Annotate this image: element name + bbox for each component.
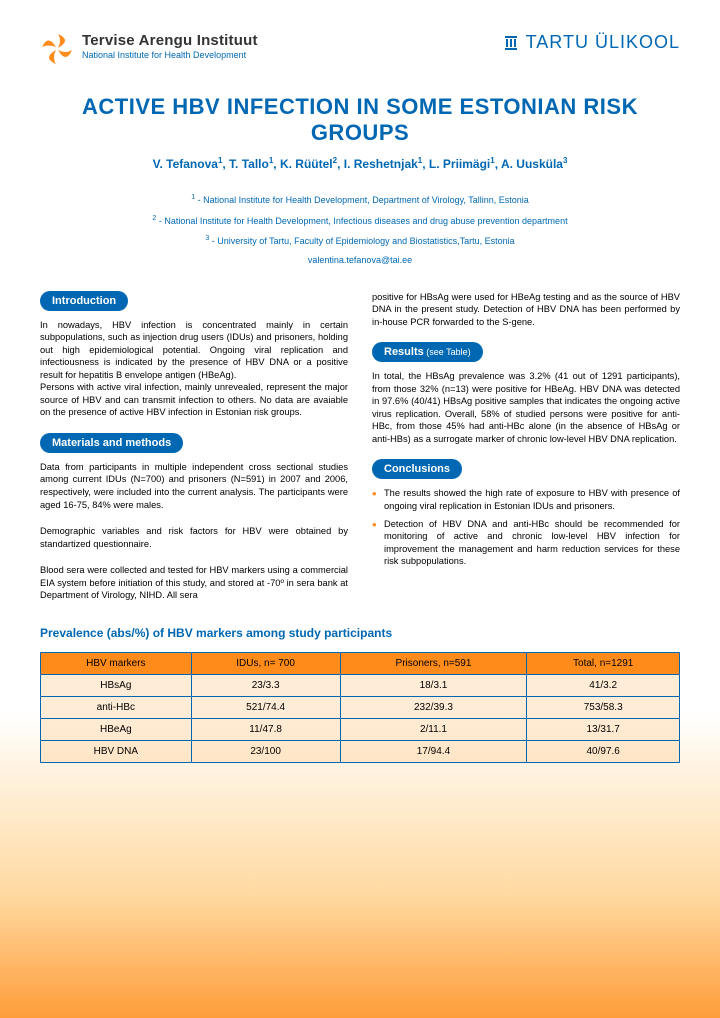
poster-title: ACTIVE HBV INFECTION IN SOME ESTONIAN RI… [40,94,680,146]
affiliation-1: 1 - National Institute for Health Develo… [40,193,680,208]
methods-p2: Demographic variables and risk factors f… [40,525,348,550]
right-column: positive for HBsAg were used for HBeAg t… [372,291,680,602]
results-text: In total, the HBsAg prevalence was 3.2% … [372,370,680,445]
th-0: HBV markers [41,652,192,674]
table-cell: 23/100 [191,740,340,762]
tartu-text: TARTU ÜLIKOOL [526,32,680,53]
th-1: IDUs, n= 700 [191,652,340,674]
table-cell: 41/3.2 [527,674,680,696]
authors: V. Tefanova1, T. Tallo1, K. Rüütel2, I. … [40,156,680,171]
table-cell: HBsAg [41,674,192,696]
conclusions-list: The results showed the high rate of expo… [372,487,680,567]
table-cell: 753/58.3 [527,696,680,718]
nihd-title: Tervise Arengu Instituut [82,32,258,49]
th-2: Prisoners, n=591 [340,652,527,674]
contact-email: valentina.tefanova@tai.ee [40,255,680,265]
table-cell: anti-HBc [41,696,192,718]
table-row: HBeAg11/47.82/11.113/31.7 [41,718,680,740]
table-row: HBV DNA23/10017/94.440/97.6 [41,740,680,762]
table-title: Prevalence (abs/%) of HBV markers among … [40,626,680,640]
affiliation-3: 3 - University of Tartu, Faculty of Epid… [40,234,680,249]
heading-methods: Materials and methods [40,433,183,453]
nihd-mark-icon [40,32,74,66]
intro-text: In nowadays, HBV infection is concentrat… [40,319,348,419]
table-cell: 40/97.6 [527,740,680,762]
conclusion-1: The results showed the high rate of expo… [372,487,680,512]
heading-introduction: Introduction [40,291,128,311]
table-header-row: HBV markers IDUs, n= 700 Prisoners, n=59… [41,652,680,674]
table-cell: 521/74.4 [191,696,340,718]
logo-nihd: Tervise Arengu Instituut National Instit… [40,32,258,66]
nihd-subtitle: National Institute for Health Developmen… [82,50,258,60]
logo-tartu: TARTU ÜLIKOOL [502,32,680,53]
table-row: anti-HBc521/74.4232/39.3753/58.3 [41,696,680,718]
table-cell: 2/11.1 [340,718,527,740]
table-cell: 18/3.1 [340,674,527,696]
table-cell: 17/94.4 [340,740,527,762]
left-column: Introduction In nowadays, HBV infection … [40,291,348,602]
table-row: HBsAg23/3.318/3.141/3.2 [41,674,680,696]
conclusion-2: Detection of HBV DNA and anti-HBc should… [372,518,680,568]
table-cell: 13/31.7 [527,718,680,740]
table-cell: HBeAg [41,718,192,740]
table-cell: 232/39.3 [340,696,527,718]
methods-p1: Data from participants in multiple indep… [40,461,348,511]
affiliation-2: 2 - National Institute for Health Develo… [40,214,680,229]
header-logos: Tervise Arengu Instituut National Instit… [40,32,680,66]
table-cell: HBV DNA [41,740,192,762]
prevalence-table: HBV markers IDUs, n= 700 Prisoners, n=59… [40,652,680,763]
tartu-seal-icon [502,34,520,52]
table-cell: 23/3.3 [191,674,340,696]
heading-conclusions: Conclusions [372,459,462,479]
methods-cont: positive for HBsAg were used for HBeAg t… [372,291,680,329]
heading-results: Results (see Table) [372,342,483,362]
table-cell: 11/47.8 [191,718,340,740]
methods-p3: Blood sera were collected and tested for… [40,564,348,602]
th-3: Total, n=1291 [527,652,680,674]
